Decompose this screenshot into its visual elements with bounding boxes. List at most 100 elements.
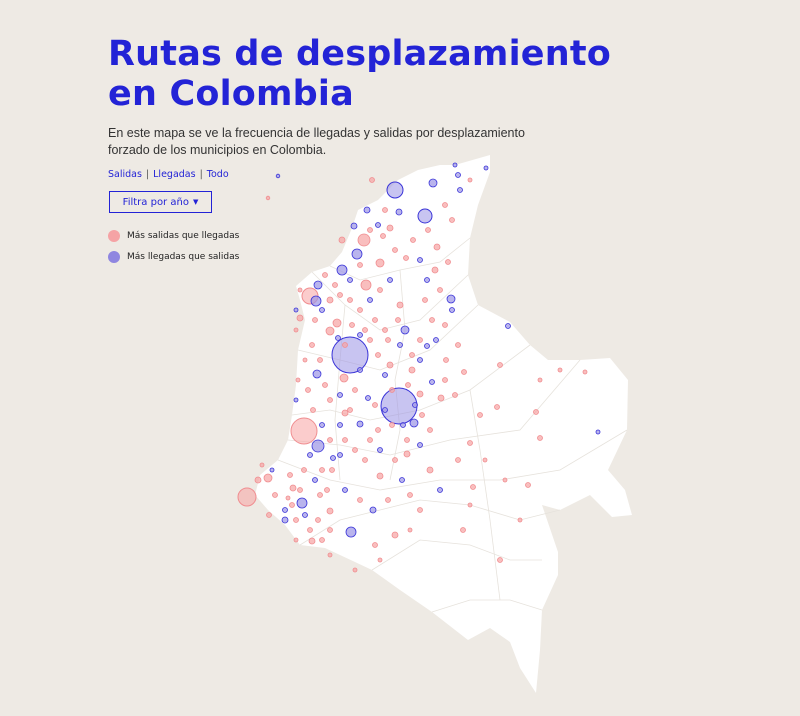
salidas-marker[interactable]: [326, 296, 334, 304]
salidas-marker[interactable]: [357, 233, 371, 247]
salidas-marker[interactable]: [254, 476, 262, 484]
salidas-marker[interactable]: [357, 497, 363, 503]
llegadas-marker[interactable]: [424, 343, 430, 349]
llegadas-marker[interactable]: [452, 162, 458, 168]
salidas-marker[interactable]: [392, 247, 398, 253]
salidas-marker[interactable]: [410, 237, 416, 243]
salidas-marker[interactable]: [502, 477, 508, 483]
salidas-marker[interactable]: [326, 507, 334, 515]
salidas-marker[interactable]: [494, 404, 500, 410]
salidas-marker[interactable]: [317, 357, 323, 363]
salidas-marker[interactable]: [289, 484, 297, 492]
llegadas-marker[interactable]: [382, 372, 388, 378]
salidas-marker[interactable]: [285, 495, 291, 501]
salidas-marker[interactable]: [290, 417, 318, 445]
llegadas-marker[interactable]: [382, 407, 388, 413]
llegadas-marker[interactable]: [313, 280, 323, 290]
llegadas-marker[interactable]: [446, 294, 456, 304]
salidas-marker[interactable]: [452, 392, 458, 398]
salidas-marker[interactable]: [455, 457, 461, 463]
salidas-marker[interactable]: [582, 369, 588, 375]
salidas-marker[interactable]: [266, 512, 272, 518]
llegadas-marker[interactable]: [347, 277, 353, 283]
llegadas-marker[interactable]: [357, 332, 363, 338]
llegadas-marker[interactable]: [350, 222, 358, 230]
llegadas-marker[interactable]: [282, 507, 288, 513]
salidas-marker[interactable]: [409, 352, 415, 358]
salidas-marker[interactable]: [433, 243, 441, 251]
salidas-marker[interactable]: [315, 517, 321, 523]
salidas-marker[interactable]: [395, 317, 401, 323]
llegadas-marker[interactable]: [397, 342, 403, 348]
salidas-marker[interactable]: [442, 377, 448, 383]
salidas-marker[interactable]: [429, 317, 435, 323]
llegadas-marker[interactable]: [417, 257, 423, 263]
llegadas-marker[interactable]: [429, 379, 435, 385]
salidas-marker[interactable]: [287, 472, 293, 478]
llegadas-marker[interactable]: [363, 206, 371, 214]
salidas-marker[interactable]: [396, 301, 404, 309]
salidas-link[interactable]: Salidas: [108, 169, 142, 180]
llegadas-marker[interactable]: [307, 452, 313, 458]
salidas-marker[interactable]: [367, 437, 373, 443]
llegadas-marker[interactable]: [395, 208, 403, 216]
llegadas-marker[interactable]: [380, 387, 418, 425]
salidas-marker[interactable]: [382, 207, 388, 213]
salidas-marker[interactable]: [404, 437, 410, 443]
salidas-marker[interactable]: [337, 292, 343, 298]
salidas-marker[interactable]: [525, 482, 531, 488]
salidas-marker[interactable]: [449, 217, 455, 223]
llegadas-marker[interactable]: [293, 397, 299, 403]
salidas-marker[interactable]: [325, 326, 335, 336]
llegadas-marker[interactable]: [365, 395, 371, 401]
salidas-marker[interactable]: [407, 527, 413, 533]
llegadas-marker[interactable]: [375, 222, 381, 228]
llegadas-link[interactable]: Llegadas: [153, 169, 196, 180]
salidas-marker[interactable]: [517, 517, 523, 523]
salidas-marker[interactable]: [437, 287, 443, 293]
salidas-marker[interactable]: [405, 382, 411, 388]
salidas-marker[interactable]: [322, 382, 328, 388]
salidas-marker[interactable]: [237, 487, 257, 507]
salidas-marker[interactable]: [338, 236, 346, 244]
salidas-marker[interactable]: [301, 467, 307, 473]
salidas-marker[interactable]: [417, 337, 423, 343]
salidas-marker[interactable]: [427, 427, 433, 433]
salidas-marker[interactable]: [307, 527, 313, 533]
salidas-marker[interactable]: [372, 317, 378, 323]
llegadas-marker[interactable]: [417, 208, 433, 224]
salidas-marker[interactable]: [407, 492, 413, 498]
salidas-marker[interactable]: [557, 367, 563, 373]
salidas-marker[interactable]: [341, 409, 349, 417]
llegadas-marker[interactable]: [412, 402, 418, 408]
salidas-marker[interactable]: [332, 318, 342, 328]
salidas-marker[interactable]: [425, 227, 431, 233]
salidas-marker[interactable]: [497, 362, 503, 368]
year-filter-button[interactable]: Filtra por año ▼: [109, 191, 212, 213]
llegadas-marker[interactable]: [367, 297, 373, 303]
salidas-marker[interactable]: [332, 282, 338, 288]
salidas-marker[interactable]: [272, 492, 278, 498]
llegadas-marker[interactable]: [457, 187, 463, 193]
salidas-marker[interactable]: [467, 177, 473, 183]
salidas-marker[interactable]: [482, 457, 488, 463]
salidas-marker[interactable]: [297, 287, 303, 293]
salidas-marker[interactable]: [296, 314, 304, 322]
salidas-marker[interactable]: [455, 342, 461, 348]
llegadas-marker[interactable]: [310, 295, 322, 307]
salidas-marker[interactable]: [382, 327, 388, 333]
salidas-marker[interactable]: [342, 437, 348, 443]
salidas-marker[interactable]: [470, 484, 476, 490]
llegadas-marker[interactable]: [433, 337, 439, 343]
llegadas-marker[interactable]: [345, 526, 357, 538]
salidas-marker[interactable]: [377, 557, 383, 563]
salidas-marker[interactable]: [416, 390, 424, 398]
salidas-marker[interactable]: [537, 435, 543, 441]
salidas-marker[interactable]: [385, 497, 391, 503]
llegadas-marker[interactable]: [337, 452, 343, 458]
salidas-marker[interactable]: [342, 342, 348, 348]
llegadas-marker[interactable]: [311, 439, 325, 453]
salidas-marker[interactable]: [327, 397, 333, 403]
salidas-marker[interactable]: [349, 322, 355, 328]
llegadas-marker[interactable]: [437, 487, 443, 493]
